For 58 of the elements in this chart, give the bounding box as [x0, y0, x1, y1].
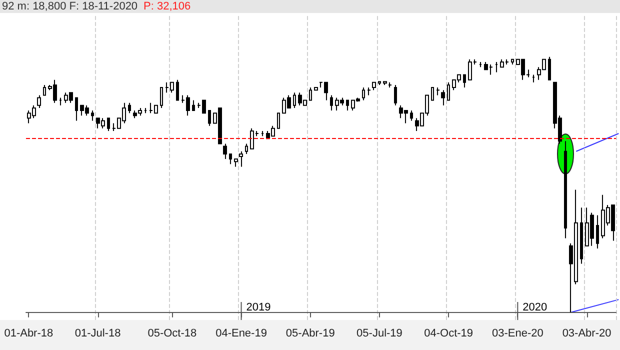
candlestick [330, 94, 333, 112]
x-tick-label: 01-Jul-18 [74, 328, 121, 340]
x-tick-label: 04-Ene-19 [216, 328, 267, 340]
x-tick-label: 05-Oct-18 [148, 328, 197, 340]
candlestick [564, 140, 567, 239]
candlestick [144, 107, 147, 114]
candlestick [388, 82, 392, 88]
x-tick-label: 01-Abr-18 [4, 328, 54, 340]
candlestick [463, 74, 466, 88]
candlestick [362, 87, 365, 101]
candlestick [441, 90, 445, 106]
x-tick-label: 05-Abr-19 [286, 328, 335, 340]
candlestick [511, 58, 514, 66]
x-tick-label: 03-Abr-20 [562, 328, 612, 340]
text: 92 m: 18,800 F: 18-11-2020 [2, 0, 138, 12]
candlestick [447, 82, 450, 101]
candlestick [176, 79, 179, 101]
x-tick-label: 03-Ene-20 [492, 328, 544, 340]
candlestick [293, 92, 296, 108]
candlestick [75, 97, 78, 122]
annotation: 2019 [246, 302, 271, 314]
candlestick [223, 143, 227, 160]
candlestick [436, 87, 440, 96]
candlestick [309, 87, 312, 101]
candlestick [367, 87, 371, 96]
candlestick [239, 150, 243, 168]
candlestick [479, 61, 482, 68]
x-tick-label: 04-Oct-19 [424, 328, 474, 340]
candlestick [372, 82, 376, 91]
candlestick [208, 110, 211, 126]
candlestick [548, 56, 551, 80]
candlestick [261, 130, 264, 137]
candlestick [346, 100, 349, 112]
candlestick [314, 87, 318, 91]
candlestick [580, 207, 583, 264]
candlestick [378, 80, 381, 86]
candlestick [245, 143, 248, 154]
x-tick-label: 05-Jul-19 [356, 328, 402, 340]
candlestick [37, 94, 41, 108]
annotation: 2020 [522, 302, 548, 314]
candlestick [192, 100, 195, 112]
candlestick [410, 110, 413, 122]
candlestick [431, 87, 434, 101]
candlestick [43, 84, 46, 96]
text: P: 32,106 [144, 0, 191, 12]
candlestick [277, 112, 280, 129]
candlestick [383, 80, 387, 86]
candlestick [229, 153, 232, 165]
candlestick [160, 87, 163, 108]
candlestick [128, 102, 131, 114]
candlestick [59, 97, 62, 106]
candlestick [91, 110, 94, 122]
candlestick [495, 61, 498, 73]
candlestick [596, 214, 599, 249]
candlestick [532, 74, 535, 83]
candlestick [394, 84, 397, 106]
candlestick [107, 118, 110, 132]
candlestick [234, 158, 238, 168]
